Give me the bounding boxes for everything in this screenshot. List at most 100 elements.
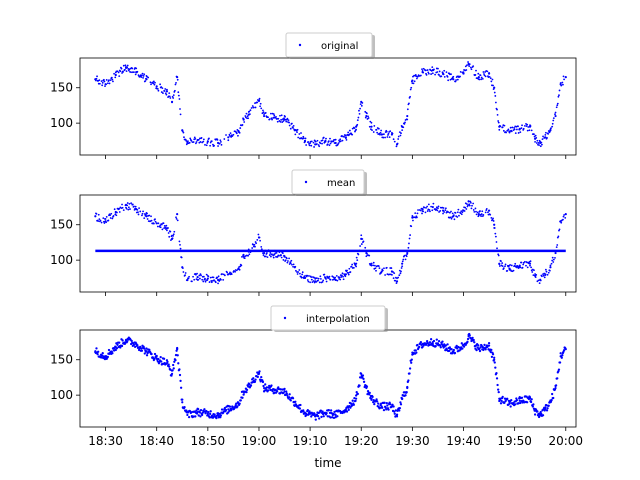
sample-point	[177, 91, 180, 94]
sample-point	[137, 211, 139, 214]
sample-point	[286, 394, 289, 397]
sample-point	[378, 267, 381, 270]
sample-point	[375, 398, 378, 401]
sample-point	[164, 228, 167, 230]
sample-point	[247, 254, 250, 257]
data-point	[176, 213, 179, 216]
sample-point	[487, 211, 489, 214]
sample-point	[442, 73, 445, 76]
sample-point	[401, 260, 404, 263]
sample-point	[141, 74, 143, 77]
sample-point	[468, 204, 471, 207]
sample-point	[179, 108, 181, 110]
sample-point	[282, 259, 285, 261]
sample-point	[266, 252, 268, 254]
sample-point	[136, 209, 139, 211]
sample-point	[271, 118, 273, 121]
sample-point	[554, 384, 558, 387]
sample-point	[399, 401, 402, 404]
sample-point	[516, 128, 518, 131]
sample-point	[129, 208, 131, 210]
sample-point	[161, 87, 164, 90]
sample-point	[254, 378, 257, 381]
sample-point	[153, 357, 156, 361]
sample-point	[547, 404, 550, 407]
sample-point	[317, 279, 319, 282]
sample-point	[518, 264, 521, 267]
sample-point	[250, 107, 253, 109]
sample-point	[153, 83, 156, 86]
legend: mean	[291, 169, 367, 196]
sample-point	[441, 340, 444, 343]
sample-point	[354, 130, 356, 133]
sample-point	[209, 144, 212, 147]
x-tick-label: 18:50	[191, 434, 226, 448]
sample-point	[225, 134, 227, 136]
sample-point	[353, 262, 356, 265]
sample-point	[492, 84, 494, 87]
sample-point	[306, 274, 309, 277]
sample-point	[492, 220, 495, 222]
sample-point	[206, 279, 209, 282]
sample-point	[178, 368, 181, 371]
sample-point	[563, 214, 565, 216]
sample-point	[437, 205, 440, 208]
sample-point	[338, 276, 341, 279]
sample-point	[556, 244, 559, 246]
sample-point	[401, 265, 404, 268]
sample-point	[514, 262, 517, 265]
sample-point	[222, 278, 225, 281]
sample-point	[307, 141, 310, 143]
sample-point	[262, 384, 265, 388]
sample-point	[301, 273, 304, 276]
sample-point	[397, 276, 400, 279]
sample-point	[315, 280, 318, 283]
sample-point	[135, 67, 138, 70]
sample-point	[419, 209, 422, 212]
sample-point	[259, 239, 262, 242]
sample-point	[123, 68, 126, 71]
y-tick-label: 150	[50, 81, 73, 95]
sample-point	[510, 130, 513, 133]
sample-point	[518, 128, 521, 131]
sample-point	[122, 209, 125, 212]
sample-point	[463, 210, 466, 212]
sample-point	[428, 209, 431, 211]
sample-point	[503, 124, 506, 127]
sample-point	[321, 139, 324, 142]
sample-point	[440, 343, 444, 346]
sample-point	[195, 409, 198, 412]
sample-point	[162, 357, 166, 360]
sample-point	[453, 351, 457, 355]
sample-point	[304, 137, 307, 140]
sample-point	[339, 278, 342, 281]
sample-point	[310, 140, 313, 143]
sample-point	[408, 237, 411, 240]
sample-point	[361, 238, 364, 240]
sample-point	[111, 217, 114, 220]
sample-point	[171, 369, 174, 372]
sample-point	[478, 78, 481, 81]
sample-point	[221, 273, 223, 275]
sample-point	[397, 135, 400, 138]
sample-point	[526, 123, 529, 126]
sample-point	[132, 343, 136, 346]
sample-point	[126, 202, 129, 204]
sample-point	[292, 265, 294, 268]
sample-point	[564, 216, 567, 219]
sample-point	[506, 397, 509, 400]
sample-point	[292, 127, 294, 129]
sample-point	[455, 344, 458, 347]
sample-point	[450, 348, 453, 351]
sample-point	[497, 388, 500, 391]
sample-point	[456, 211, 459, 214]
sample-point	[160, 360, 163, 363]
sample-point	[192, 415, 195, 418]
sample-point	[302, 135, 305, 138]
sample-point	[327, 409, 330, 412]
sample-point	[172, 367, 175, 370]
sample-point	[195, 273, 197, 276]
sample-point	[421, 212, 423, 215]
sample-point	[235, 269, 238, 272]
sample-point	[283, 387, 286, 391]
